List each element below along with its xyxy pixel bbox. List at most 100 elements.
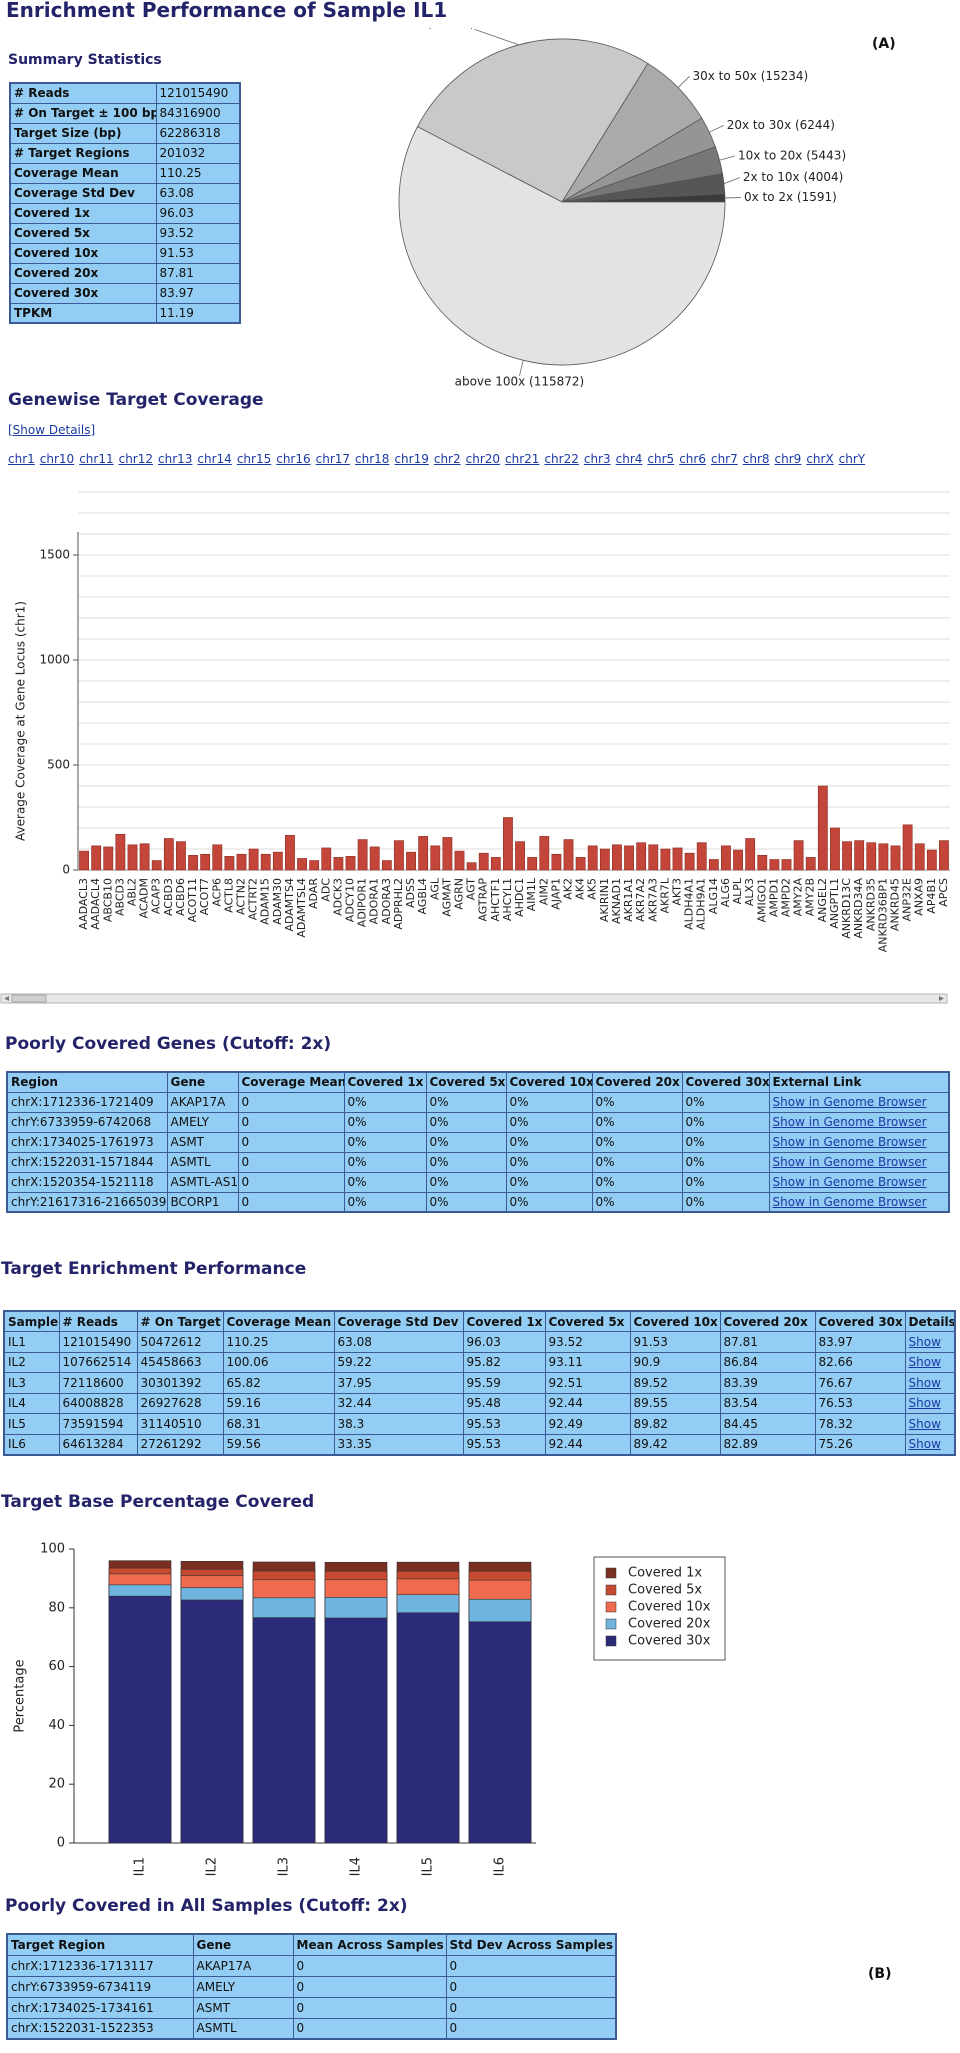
table-cell: 0%	[343, 1091, 427, 1113]
bar	[636, 842, 647, 871]
chromosome-link[interactable]: chr21	[505, 452, 540, 466]
row-link[interactable]: Show in Genome Browser	[772, 1194, 927, 1209]
legend-swatch	[605, 1635, 617, 1647]
row-link[interactable]: Show	[908, 1437, 941, 1451]
header-cell: Covered 10x	[629, 1310, 721, 1332]
bar	[430, 845, 441, 871]
bar	[357, 839, 368, 871]
chromosome-link[interactable]: chr6	[679, 452, 706, 466]
table-row: # Reads 121015490	[9, 82, 241, 104]
header-cell: Covered 20x	[591, 1071, 683, 1093]
bar	[200, 853, 211, 871]
table-cell: 26927628	[136, 1392, 224, 1414]
legend-swatch	[605, 1584, 617, 1596]
x-tick-label: AKR7A3	[646, 878, 659, 922]
table-row: IL2 107662514 45458663 100.06 59.22 95.82 93.1…	[3, 1351, 956, 1373]
chromosome-link[interactable]: chrY	[838, 452, 866, 466]
table-cell: 0	[237, 1191, 345, 1213]
table-cell: AKAP17A	[192, 1954, 294, 1977]
table-cell: Show in Genome Browser	[768, 1111, 950, 1133]
chromosome-link[interactable]: chr15	[236, 452, 272, 466]
chromosome-link[interactable]: chr14	[197, 452, 232, 466]
chromosome-link[interactable]: chr3	[583, 452, 611, 466]
bar	[91, 845, 102, 871]
table-cell: 107662514	[58, 1351, 138, 1373]
table-cell: chrX:1734025-1761973	[6, 1131, 168, 1153]
table-cell: 0%	[425, 1171, 507, 1193]
y-tick-label: 0	[57, 1836, 65, 1851]
row-link[interactable]: Show	[908, 1334, 941, 1349]
table-cell: 68.31	[222, 1413, 335, 1435]
chromosome-link[interactable]: chr22	[544, 452, 579, 466]
x-tick-label: ANKRD35	[864, 878, 877, 931]
table-row: chrX:1522031-1522353 ASMTL 0 0	[6, 2017, 617, 2040]
x-tick-label: ANKRD34A	[852, 878, 865, 939]
pie-label: 10x to 20x (5443)	[738, 148, 846, 162]
bar	[939, 840, 949, 871]
header-cell: Region	[6, 1071, 168, 1093]
row-link[interactable]: Show	[908, 1375, 941, 1390]
row-link[interactable]: Show in Genome Browser	[772, 1095, 927, 1109]
bar	[468, 1621, 532, 1844]
table-cell: 0%	[425, 1151, 507, 1173]
chromosome-link[interactable]: chr13	[158, 452, 193, 466]
table-cell: 0%	[343, 1151, 427, 1173]
chromosome-link[interactable]: chrX	[806, 452, 834, 466]
table-cell: Coverage Mean	[9, 162, 157, 184]
row-link[interactable]: Show	[908, 1355, 941, 1370]
table-body: # Reads 121015490 # On Target ± 100 bp 8431…	[9, 82, 241, 324]
row-link[interactable]: Show	[908, 1396, 941, 1411]
chromosome-link[interactable]: chr4	[615, 452, 643, 466]
table-cell: 33.35	[333, 1433, 464, 1455]
table-cell: 0%	[343, 1111, 427, 1133]
chromosome-link[interactable]: chr11	[79, 452, 114, 466]
table-cell: 0	[292, 1996, 447, 2019]
x-tick-label: ADSS	[404, 878, 417, 908]
table-cell: 95.53	[462, 1413, 546, 1435]
table-cell: Show	[904, 1413, 956, 1435]
x-tick-label: AKR7L	[658, 877, 671, 913]
header-cell: # Reads	[58, 1310, 138, 1332]
table-cell: 37.95	[333, 1372, 464, 1394]
table-row: # On Target ± 100 bp 84316900	[9, 102, 241, 124]
table-cell: 0	[445, 1975, 617, 1998]
chromosome-link[interactable]: chr2	[433, 452, 461, 466]
chromosome-link[interactable]: chr7	[710, 452, 738, 466]
bar	[79, 850, 89, 871]
chromosome-link[interactable]: chr20	[465, 452, 501, 466]
x-tick-label: ANP32E	[901, 878, 914, 921]
x-tick-label: ACOT11	[186, 878, 199, 922]
chromosome-link[interactable]: chr12	[118, 452, 153, 466]
y-axis-label: Average Coverage at Gene Locus (chr1)	[14, 601, 28, 841]
chromosome-link[interactable]: chr9	[774, 452, 802, 466]
data-table: # Reads 121015490 # On Target ± 100 bp 8431…	[9, 82, 241, 324]
table-cell: 0%	[505, 1131, 593, 1153]
table-row: Covered 10x 91.53	[9, 242, 241, 264]
x-tick-label: IL6	[493, 1857, 508, 1876]
chromosome-links: chr1 chr10 chr11 chr12 chr13 chr14 chr15 chr16 c…	[8, 452, 870, 466]
row-link[interactable]: Show in Genome Browser	[772, 1115, 927, 1129]
row-link[interactable]: Show in Genome Browser	[772, 1135, 927, 1149]
table-cell: ASMT	[166, 1131, 239, 1153]
row-link[interactable]: Show in Genome Browser	[772, 1175, 927, 1189]
table-cell: Show in Genome Browser	[768, 1131, 950, 1153]
bar	[914, 843, 925, 871]
row-link[interactable]: Show in Genome Browser	[772, 1155, 927, 1169]
chromosome-link[interactable]: chr5	[647, 452, 675, 466]
chromosome-link[interactable]: chr1	[8, 452, 35, 466]
header-cell: Details	[904, 1310, 956, 1332]
table-cell: 0%	[425, 1111, 507, 1133]
bar	[563, 839, 574, 871]
pie-label: 30x to 50x (15234)	[692, 69, 808, 83]
row-link[interactable]: Show	[908, 1416, 941, 1431]
chromosome-link[interactable]: chr10	[39, 452, 75, 466]
chromosome-link[interactable]: chr19	[394, 452, 429, 466]
bar	[418, 836, 429, 871]
chromosome-link[interactable]: chr18	[355, 452, 390, 466]
table-cell: 0	[292, 1975, 447, 1998]
show-details-link[interactable]: [Show Details]	[8, 423, 96, 437]
chromosome-link[interactable]: chr17	[315, 452, 351, 466]
chromosome-link[interactable]: chr8	[742, 452, 770, 466]
bar	[260, 853, 271, 871]
chromosome-link[interactable]: chr16	[276, 452, 311, 466]
